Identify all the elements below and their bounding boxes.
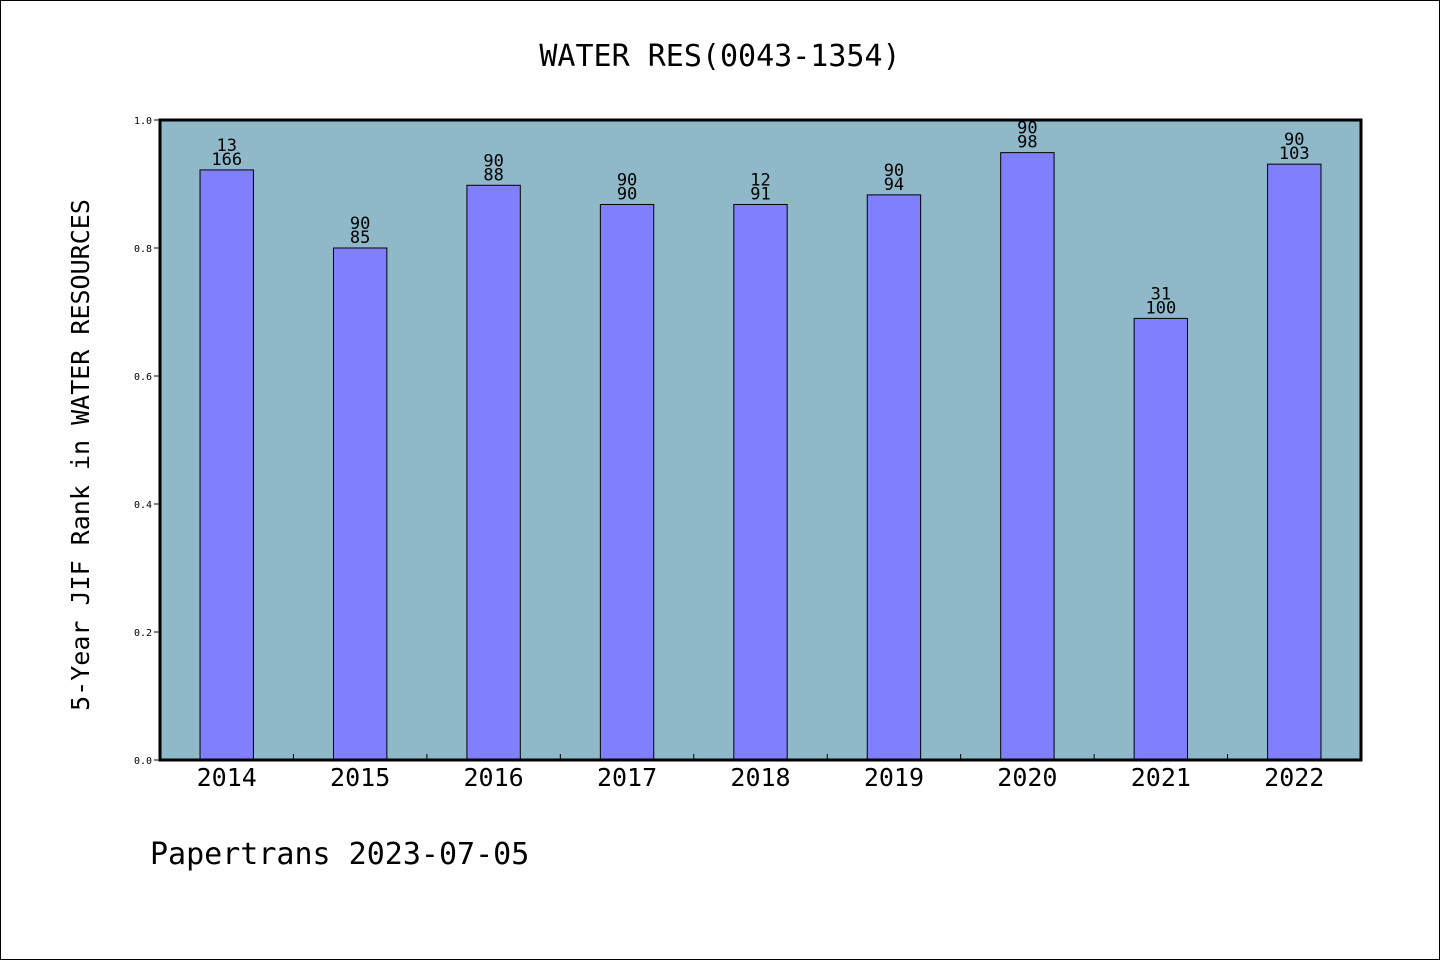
x-tick-label: 2021 <box>1131 763 1191 792</box>
x-tick-label: 2019 <box>864 763 924 792</box>
bar-label-bottom: 166 <box>211 150 242 170</box>
bar-2018 <box>733 203 788 761</box>
bar-2015 <box>332 247 388 761</box>
x-tick-label: 2017 <box>597 763 657 792</box>
bar-label-top: 90 <box>1284 130 1304 150</box>
bar-label-bottom: 103 <box>1279 144 1310 164</box>
bar-label-bottom: 94 <box>884 175 904 195</box>
x-tick-label: 2020 <box>997 763 1057 792</box>
bar-label-top: 12 <box>750 170 770 190</box>
bar-label-bottom: 100 <box>1145 298 1176 318</box>
y-tick-label: 0.0 <box>134 756 152 767</box>
bar-label-bottom: 98 <box>1017 133 1037 153</box>
bar-2016 <box>466 184 521 761</box>
x-tick-label: 2022 <box>1264 763 1324 792</box>
bar-label-top: 90 <box>350 214 370 234</box>
bar-label-top: 90 <box>884 161 904 181</box>
bar-label-top: 13 <box>216 136 236 156</box>
bars-group <box>199 152 1322 761</box>
bar-2017 <box>599 203 655 761</box>
bar-label-bottom: 91 <box>750 184 770 204</box>
x-tick-label: 2018 <box>730 763 790 792</box>
bar-2014 <box>199 169 254 761</box>
y-axis-label: 5-Year JIF Rank in WATER RESOURCES <box>66 199 95 711</box>
y-tick-label: 0.2 <box>134 628 152 639</box>
y-tick-label: 1.0 <box>134 116 152 127</box>
bar-2019 <box>866 194 922 761</box>
footer-text: Papertrans 2023-07-05 <box>150 837 529 872</box>
bar-label-top: 90 <box>617 170 637 190</box>
y-tick-label: 0.4 <box>134 500 152 511</box>
plot-border <box>158 118 1363 762</box>
y-tick-label: 0.8 <box>134 244 152 255</box>
bar-label-top: 31 <box>1151 284 1171 304</box>
y-axis: 0.0 0.2 0.4 0.6 0.8 1.0 <box>134 116 160 767</box>
x-tick-label: 2016 <box>464 763 524 792</box>
bar-label-top: 90 <box>1017 119 1037 139</box>
bar-label-bottom: 85 <box>350 228 370 248</box>
bar-label-top: 90 <box>483 151 503 171</box>
bar-label-bottom: 88 <box>483 165 503 185</box>
bar-2020 <box>1000 152 1055 761</box>
x-tick-label: 2014 <box>197 763 257 792</box>
bar-2021 <box>1133 317 1189 761</box>
x-axis: 2014 2015 2016 2017 2018 2019 2020 2021 2022 <box>197 754 1324 792</box>
bar-label-bottom: 90 <box>617 184 637 204</box>
bar-2022 <box>1267 163 1322 761</box>
y-tick-label: 0.6 <box>134 372 152 383</box>
x-tick-label: 2015 <box>330 763 390 792</box>
chart-title: WATER RES(0043-1354) <box>539 39 900 74</box>
